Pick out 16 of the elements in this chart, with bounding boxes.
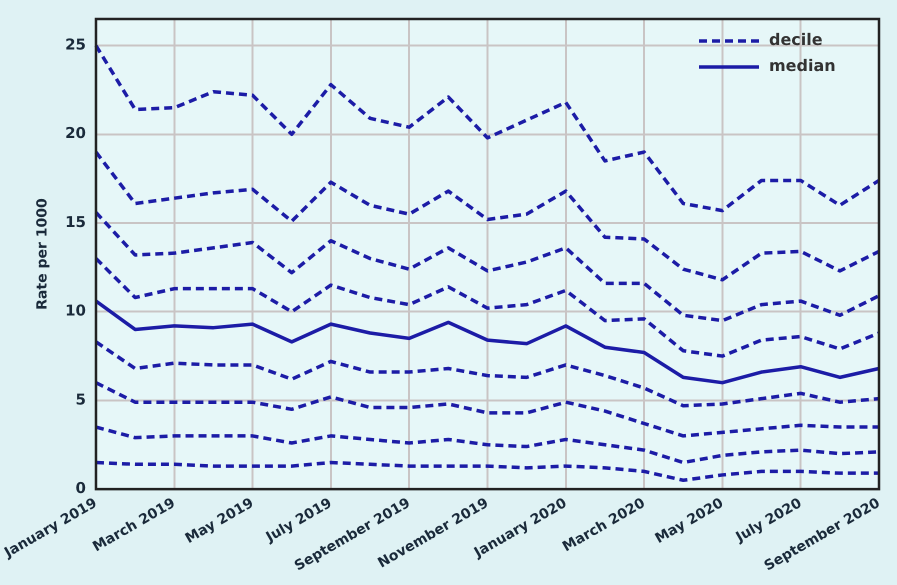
line-series [94,210,881,322]
line-series [94,460,881,482]
y-tick-label: 10 [65,302,86,320]
legend-label: median [769,56,836,76]
line-series [94,256,881,358]
y-tick-label: 0 [76,479,86,498]
line-series [94,340,881,408]
y-tick-label: 20 [65,124,86,142]
line-series [94,380,881,438]
line-series [94,44,881,212]
line-series [94,150,881,282]
y-axis-title: Rate per 1000 [34,198,50,310]
y-tick-label: 15 [65,212,86,231]
y-tick-label: 25 [65,36,86,54]
y-tick-label: 5 [76,390,86,408]
legend-label: decile [769,30,823,50]
